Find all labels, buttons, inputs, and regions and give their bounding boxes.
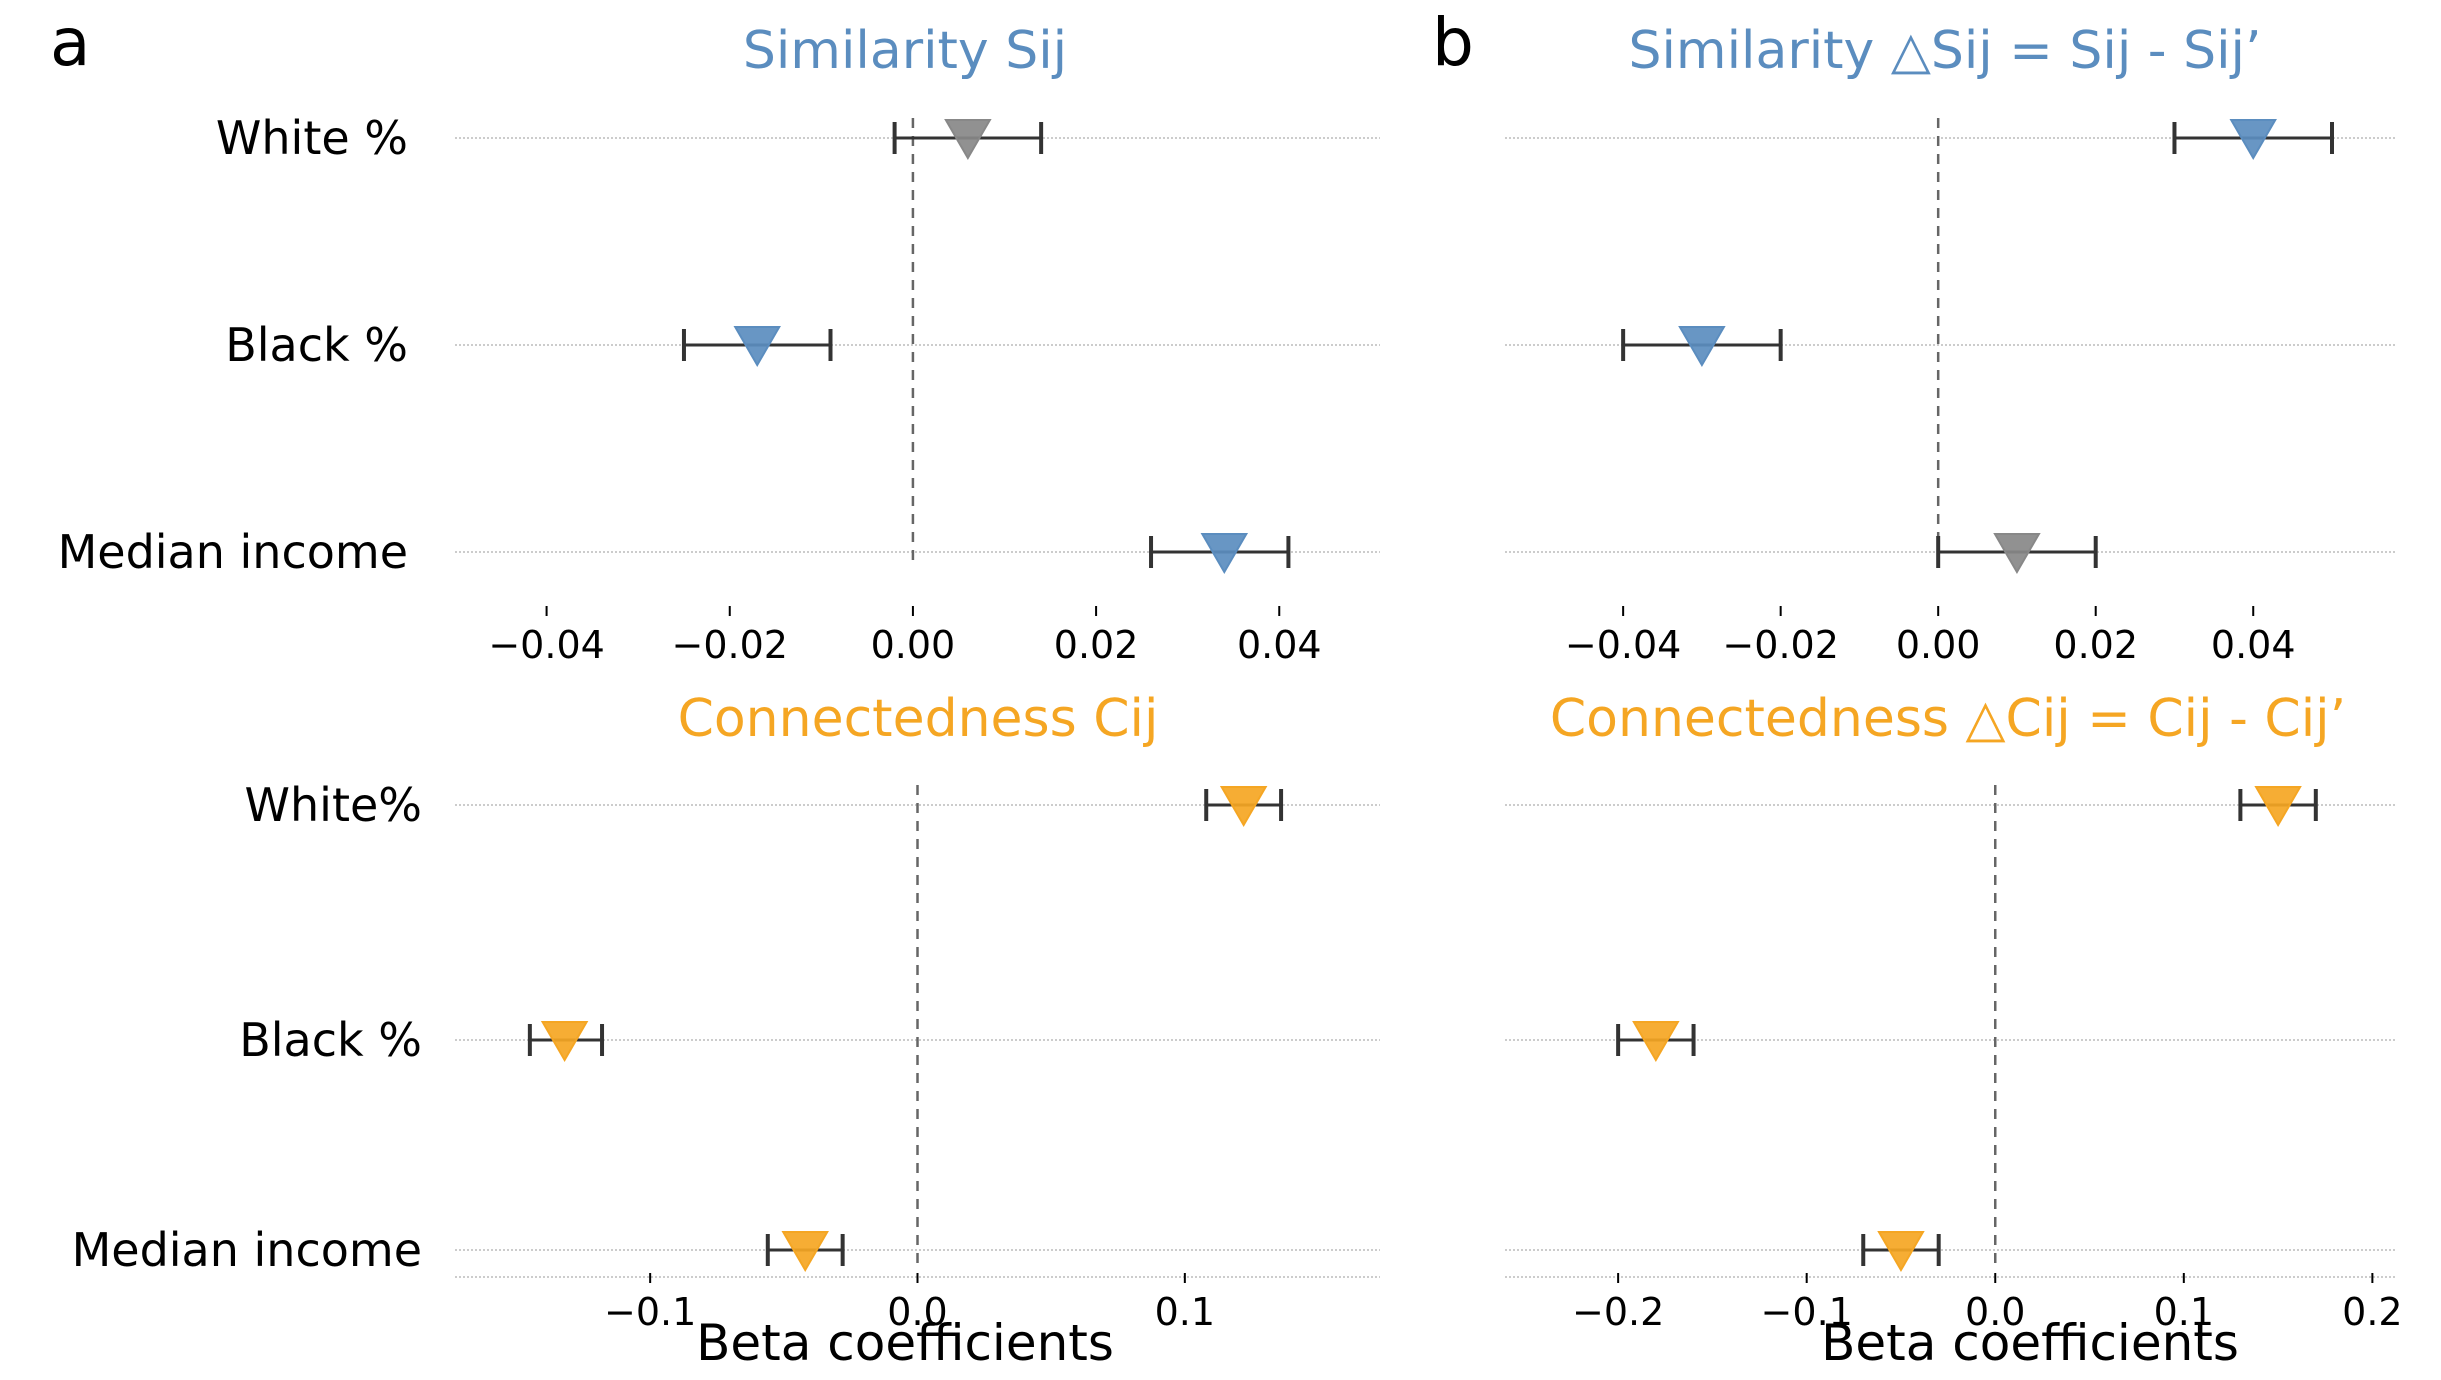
chart-panel-a-top: a Similarity Sij −0.04 −0.02 0.00 0.02 0.04 Whi… (50, 4, 1380, 667)
chart-title: Similarity Sij (743, 21, 1067, 81)
chart-panel-b-bottom: Connectedness △Cij = Cij - Cij’ −0.2 −0.1 0… (1505, 689, 2403, 1372)
x-axis-label: Beta coefficients (1821, 1314, 2239, 1372)
chart-title: Connectedness Cij (678, 689, 1159, 749)
chart-title: Similarity △Sij = Sij - Sij’ (1628, 21, 2261, 81)
x-tick-label: −0.04 (1565, 623, 1681, 667)
x-tick-label: 0.0 (887, 1290, 947, 1334)
x-tick-label: 0.1 (1155, 1290, 1215, 1334)
data-point-2 (1632, 1021, 1680, 1062)
category-label: Median income (72, 1223, 422, 1277)
chart-panel-a-bottom: Connectedness Cij −0.1 0.0 0.1 Beta coeffici… (72, 689, 1380, 1372)
data-point-3 (1877, 1231, 1925, 1272)
x-tick-label: 0.2 (2342, 1290, 2402, 1334)
category-label: White % (216, 111, 408, 165)
data-point-3 (1200, 533, 1249, 574)
x-tick-label: −0.2 (1572, 1290, 1664, 1334)
data-point-2 (540, 1021, 589, 1062)
x-tick-label: 0.02 (2053, 623, 2138, 667)
x-tick-label: −0.04 (488, 623, 604, 667)
x-tick-label: 0.02 (1054, 623, 1139, 667)
panel-letter: a (50, 4, 90, 81)
data-point-1 (944, 119, 992, 160)
data-point-1 (1219, 786, 1268, 827)
chart-panel-b-top: b Similarity △Sij = Sij - Sij’ −0.04 −0.02 0… (1432, 4, 2395, 667)
x-tick-label: 0.00 (1896, 623, 1981, 667)
x-tick-label: −0.1 (604, 1290, 696, 1334)
chart-title: Connectedness △Cij = Cij - Cij’ (1550, 689, 2346, 749)
x-tick-label: 0.04 (1237, 623, 1322, 667)
x-tick-label: 0.00 (871, 623, 956, 667)
data-point-3 (781, 1231, 829, 1272)
x-tick-label: 0.1 (2154, 1290, 2214, 1334)
x-tick-label: −0.1 (1761, 1290, 1853, 1334)
panel-letter: b (1432, 4, 1474, 81)
category-label: Black % (239, 1013, 422, 1067)
x-tick-label: −0.02 (1722, 623, 1838, 667)
x-tick-label: 0.04 (2211, 623, 2296, 667)
data-point-1 (2229, 119, 2277, 160)
data-point-2 (1678, 326, 1726, 367)
panels: a Similarity Sij −0.04 −0.02 0.00 0.02 0.04 Whi… (50, 4, 2403, 1372)
x-tick-label: 0.0 (1965, 1290, 2025, 1334)
x-tick-label: −0.02 (672, 623, 788, 667)
x-axis-label: Beta coefficients (696, 1314, 1114, 1372)
category-label: White% (245, 778, 422, 832)
data-point-1 (2254, 786, 2302, 827)
data-point-2 (733, 326, 781, 367)
category-label: Black % (225, 318, 408, 372)
data-point-3 (1993, 533, 2041, 574)
category-label: Median income (58, 525, 408, 579)
